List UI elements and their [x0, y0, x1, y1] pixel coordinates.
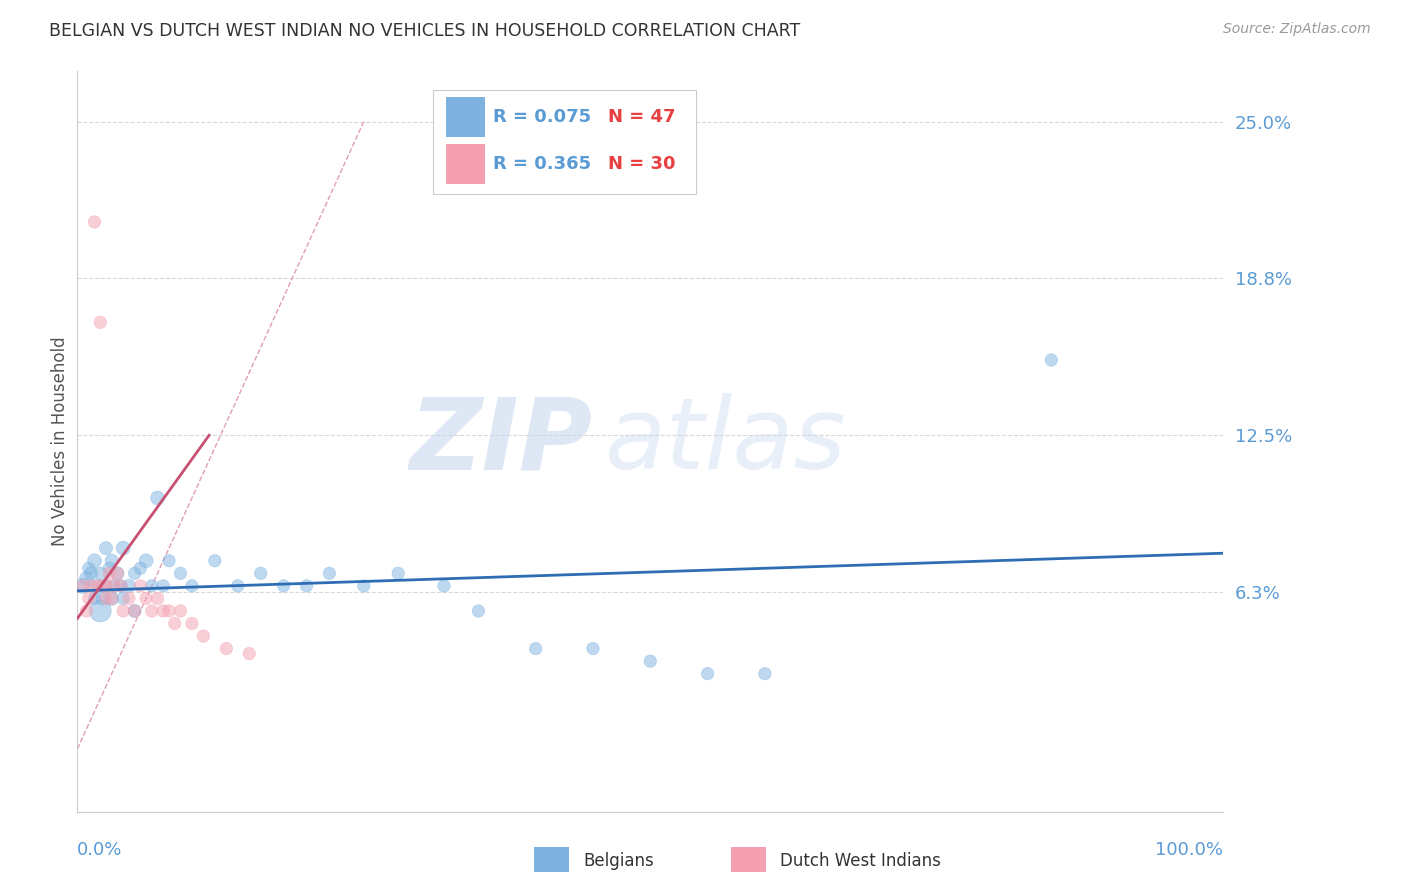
Point	[433, 579, 456, 593]
Point	[76, 604, 98, 618]
Point	[273, 579, 295, 593]
Point	[118, 591, 141, 606]
Point	[124, 604, 146, 618]
Point	[135, 554, 157, 568]
Point	[467, 604, 489, 618]
Point	[94, 579, 117, 593]
FancyBboxPatch shape	[433, 90, 696, 194]
FancyBboxPatch shape	[446, 97, 485, 137]
Point	[87, 579, 110, 593]
Point	[112, 604, 135, 618]
Point	[87, 579, 110, 593]
Point	[129, 561, 152, 575]
Point	[582, 641, 605, 656]
Point	[94, 591, 117, 606]
Point	[249, 566, 271, 581]
Point	[163, 616, 186, 631]
Point	[318, 566, 340, 581]
Text: Source: ZipAtlas.com: Source: ZipAtlas.com	[1223, 22, 1371, 37]
Point	[98, 561, 121, 575]
Point	[387, 566, 409, 581]
Point	[193, 629, 215, 643]
Point	[124, 566, 146, 581]
Text: Dutch West Indians: Dutch West Indians	[780, 852, 941, 870]
Text: ZIP: ZIP	[411, 393, 593, 490]
Text: BELGIAN VS DUTCH WEST INDIAN NO VEHICLES IN HOUSEHOLD CORRELATION CHART: BELGIAN VS DUTCH WEST INDIAN NO VEHICLES…	[49, 22, 800, 40]
Text: Belgians: Belgians	[583, 852, 654, 870]
Point	[124, 604, 146, 618]
Point	[152, 579, 174, 593]
Text: 100.0%: 100.0%	[1156, 841, 1223, 859]
Point	[696, 666, 718, 681]
Point	[83, 215, 105, 229]
Text: 0.0%: 0.0%	[77, 841, 122, 859]
Point	[89, 566, 111, 581]
Point	[146, 591, 169, 606]
Point	[89, 604, 111, 618]
Point	[80, 579, 103, 593]
Point	[204, 554, 226, 568]
Point	[89, 315, 111, 329]
Point	[226, 579, 249, 593]
Point	[91, 591, 114, 606]
Point	[215, 641, 238, 656]
Point	[238, 647, 260, 661]
Point	[640, 654, 662, 668]
Point	[112, 541, 135, 556]
Point	[107, 566, 129, 581]
Point	[157, 604, 180, 618]
Point	[77, 561, 100, 575]
Point	[100, 554, 122, 568]
Point	[180, 616, 204, 631]
Text: N = 47: N = 47	[607, 108, 675, 127]
Point	[152, 604, 174, 618]
Point	[72, 579, 94, 593]
Point	[180, 579, 204, 593]
Point	[135, 591, 157, 606]
Point	[129, 579, 152, 593]
Text: R = 0.075: R = 0.075	[494, 108, 592, 127]
Point	[110, 579, 132, 593]
Point	[98, 566, 121, 581]
Point	[103, 579, 125, 593]
Point	[83, 554, 105, 568]
Point	[107, 566, 129, 581]
Point	[754, 666, 776, 681]
Point	[1040, 353, 1063, 368]
Point	[94, 579, 117, 593]
Point	[524, 641, 547, 656]
Point	[80, 566, 103, 581]
Text: R = 0.365: R = 0.365	[494, 155, 592, 173]
Point	[100, 591, 122, 606]
Point	[157, 554, 180, 568]
Point	[110, 579, 132, 593]
Point	[141, 604, 163, 618]
Point	[77, 591, 100, 606]
Point	[112, 591, 135, 606]
Point	[83, 591, 105, 606]
Point	[91, 579, 114, 593]
Point	[72, 579, 94, 593]
Point	[76, 571, 98, 585]
Point	[353, 579, 375, 593]
Text: N = 30: N = 30	[607, 155, 675, 173]
Point	[100, 591, 122, 606]
Point	[169, 566, 191, 581]
Point	[169, 604, 191, 618]
Point	[118, 579, 141, 593]
Y-axis label: No Vehicles in Household: No Vehicles in Household	[51, 336, 69, 547]
FancyBboxPatch shape	[446, 144, 485, 184]
Point	[94, 541, 117, 556]
Text: atlas: atlas	[605, 393, 846, 490]
Point	[146, 491, 169, 505]
Point	[295, 579, 318, 593]
Point	[103, 579, 125, 593]
Point	[141, 579, 163, 593]
